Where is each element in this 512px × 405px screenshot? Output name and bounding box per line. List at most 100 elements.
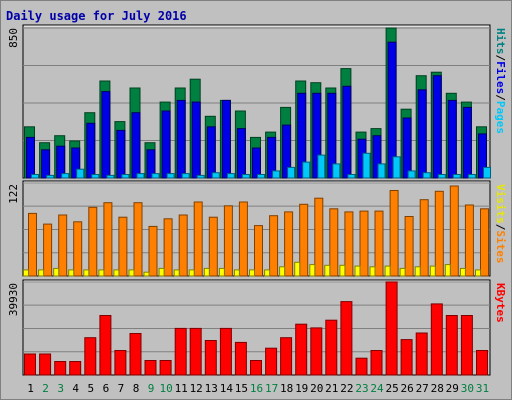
bar-pages-day-12 <box>196 174 205 179</box>
bar-files-day-17 <box>267 136 277 179</box>
bar-sites-day-3 <box>53 267 60 277</box>
bar-sites-day-23 <box>354 265 361 277</box>
bar-visits-day-12 <box>193 201 203 277</box>
bar-files-day-15 <box>236 128 246 179</box>
day-label-26: 26 <box>400 382 413 395</box>
day-label-13: 13 <box>205 382 218 395</box>
bar-files-day-20 <box>312 92 322 179</box>
bar-sites-day-5 <box>83 269 90 277</box>
bar-visits-day-3 <box>58 214 68 277</box>
bar-sites-day-19 <box>294 261 301 277</box>
day-label-20: 20 <box>310 382 323 395</box>
bar-kbytes-day-15 <box>234 341 247 376</box>
bar-files-day-27 <box>417 89 427 179</box>
bar-pages-day-1 <box>31 174 39 179</box>
bar-kbytes-day-30 <box>460 315 473 376</box>
bar-files-day-31 <box>478 133 487 179</box>
series-files <box>26 41 487 179</box>
series-label-hits: Hits <box>494 28 507 55</box>
bar-kbytes-day-20 <box>310 327 323 376</box>
bar-pages-day-14 <box>226 173 235 179</box>
bar-kbytes-day-5 <box>84 337 97 376</box>
series-sites <box>23 261 481 277</box>
bar-sites-day-13 <box>203 267 210 277</box>
series-label-kbytes: KBytes <box>494 283 507 323</box>
bar-kbytes-day-22 <box>340 301 353 376</box>
bar-sites-day-6 <box>98 269 105 277</box>
bar-pages-day-17 <box>272 170 281 179</box>
bar-sites-day-11 <box>173 269 180 277</box>
bar-kbytes-day-10 <box>159 360 172 376</box>
bar-pages-day-21 <box>332 163 341 179</box>
bar-files-day-1 <box>26 136 35 179</box>
y-tick-label: 39930 <box>7 283 20 316</box>
bar-files-day-10 <box>161 110 171 179</box>
bar-pages-day-23 <box>362 152 371 179</box>
bar-kbytes-day-19 <box>295 323 308 376</box>
bar-pages-day-7 <box>121 174 130 179</box>
series-label-sites: Sites <box>494 230 507 263</box>
day-label-6: 6 <box>103 382 110 395</box>
day-label-7: 7 <box>118 382 125 395</box>
bar-visits-day-15 <box>238 201 248 277</box>
day-label-19: 19 <box>295 382 308 395</box>
bar-sites-day-21 <box>324 264 331 277</box>
bar-sites-day-20 <box>309 264 316 277</box>
bar-pages-day-22 <box>347 174 356 179</box>
bar-visits-day-2 <box>43 223 53 277</box>
bar-pages-day-18 <box>287 166 296 179</box>
bar-pages-day-30 <box>467 174 476 179</box>
bar-visits-day-4 <box>73 221 83 277</box>
series-label-files: Files <box>494 61 507 94</box>
bar-files-day-2 <box>41 149 51 179</box>
bar-visits-day-16 <box>254 225 263 277</box>
bar-kbytes-day-11 <box>174 327 187 376</box>
series-label-separator: / <box>494 94 507 101</box>
bar-files-day-25 <box>387 41 397 179</box>
bar-pages-day-13 <box>211 172 220 179</box>
bar-pages-day-27 <box>422 172 431 179</box>
bar-sites-day-22 <box>339 264 346 277</box>
bar-files-day-18 <box>282 124 292 179</box>
bar-kbytes-day-29 <box>445 315 458 376</box>
bar-visits-day-19 <box>299 203 309 277</box>
day-label-15: 15 <box>235 382 248 395</box>
day-label-8: 8 <box>133 382 140 395</box>
chart-panel-3: 39930 KBytes <box>7 279 507 376</box>
bar-kbytes-day-13 <box>204 340 217 376</box>
bar-visits-day-13 <box>208 216 218 277</box>
bar-files-day-21 <box>327 92 337 179</box>
day-label-30: 30 <box>461 382 474 395</box>
bar-pages-day-24 <box>377 163 386 179</box>
day-label-27: 27 <box>416 382 429 395</box>
day-label-29: 29 <box>446 382 459 395</box>
day-label-4: 4 <box>72 382 79 395</box>
bar-sites-day-18 <box>279 266 286 277</box>
series-axis-label: KBytes <box>494 283 507 323</box>
bar-pages-day-2 <box>46 174 55 179</box>
x-axis-day-labels: 1 2 3 4 5 6 7 8 9 10 11 12 13 14 15 16 17 18 19 20 21 22 23 24 2… <box>27 382 489 395</box>
bar-sites-day-14 <box>218 267 225 277</box>
y-tick-label: 122 <box>7 184 20 204</box>
day-label-17: 17 <box>265 382 278 395</box>
bar-sites-day-29 <box>444 264 451 277</box>
bar-visits-day-7 <box>118 216 128 277</box>
bar-kbytes-day-4 <box>69 361 82 376</box>
bar-kbytes-day-23 <box>355 357 368 376</box>
bar-pages-day-28 <box>437 174 446 179</box>
bar-kbytes-day-18 <box>280 337 293 376</box>
day-label-3: 3 <box>57 382 64 395</box>
bar-sites-day-26 <box>399 267 406 277</box>
series-label-separator: / <box>494 224 507 231</box>
chart-panel-2: 122 Visits/Sites <box>7 180 507 277</box>
bar-pages-day-3 <box>61 173 70 179</box>
bar-kbytes-day-24 <box>370 350 383 376</box>
bar-kbytes-day-16 <box>250 360 262 376</box>
day-label-1: 1 <box>27 382 34 395</box>
bar-pages-day-26 <box>407 170 416 179</box>
bar-sites-day-17 <box>264 269 271 277</box>
bar-kbytes-day-8 <box>129 333 142 376</box>
